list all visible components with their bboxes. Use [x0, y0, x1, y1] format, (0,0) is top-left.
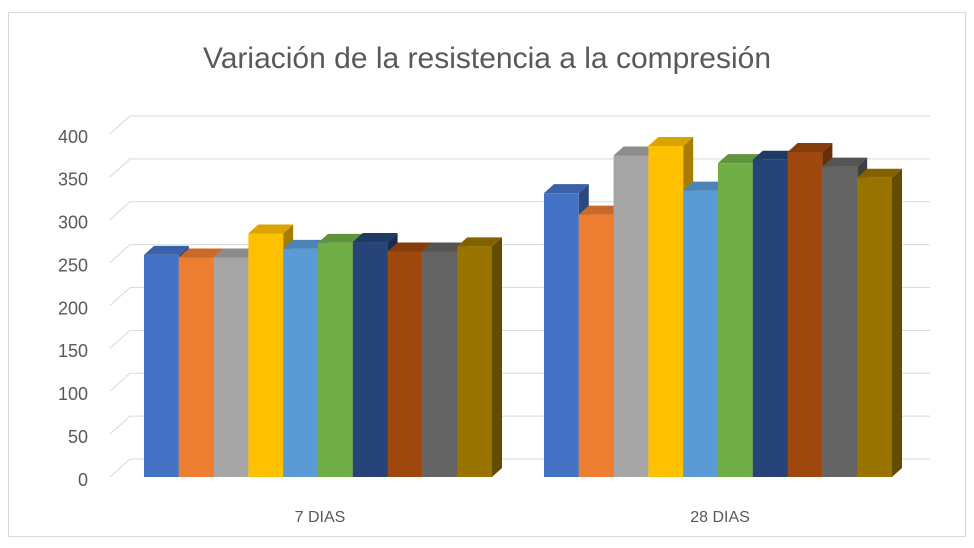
bar-front [544, 193, 579, 478]
bar-top [683, 181, 728, 191]
bar-front [213, 257, 249, 477]
y-tick-label: 100 [58, 384, 88, 404]
bar-front [387, 251, 423, 477]
bar-top [648, 137, 694, 147]
bar-front [318, 242, 353, 477]
y-tick-label: 350 [58, 170, 88, 190]
y-tick-label: 300 [58, 213, 88, 233]
bar-front [752, 159, 788, 477]
y-tick-label: 150 [58, 341, 88, 361]
bar-front [683, 190, 718, 477]
bar-top [318, 233, 363, 243]
bar-front [718, 163, 753, 477]
bar-top [387, 242, 433, 252]
bar-front [422, 251, 458, 477]
bar-top [718, 154, 763, 164]
bar-top [544, 184, 589, 194]
bar-top [822, 157, 868, 167]
x-tick-label: 28 DIAS [690, 509, 750, 526]
grid-line [109, 115, 930, 135]
bar-front [457, 246, 492, 477]
y-tick-label: 200 [58, 298, 88, 318]
bar-front [352, 242, 388, 477]
bar-front [578, 214, 614, 478]
bar-top [787, 143, 833, 153]
bar-top [213, 248, 259, 258]
bar-top [857, 168, 902, 178]
bar-top [752, 150, 798, 160]
bar-front [822, 166, 858, 477]
bar-top [178, 248, 224, 258]
bar-front [648, 146, 684, 477]
x-tick-label: 7 DIAS [295, 509, 346, 526]
bar-top [144, 245, 189, 255]
bar-top [352, 233, 398, 243]
bar-top [457, 237, 502, 247]
chart-title: Variación de la resistencia a la compres… [203, 42, 771, 75]
bar-front [857, 177, 892, 478]
y-tick-label: 50 [68, 427, 88, 447]
bar-side [492, 237, 502, 477]
bar-front [613, 155, 649, 477]
bar-front [283, 248, 318, 477]
bar-top [578, 205, 624, 215]
bar-top [422, 242, 468, 252]
bar-top [613, 146, 659, 156]
bar-top [248, 224, 294, 234]
y-tick-label: 250 [58, 255, 88, 275]
bar-front [787, 152, 823, 477]
bar-front [144, 254, 179, 477]
bar [857, 168, 902, 478]
y-tick-label: 0 [78, 470, 88, 490]
y-tick-label: 400 [58, 127, 88, 147]
bar-top [283, 239, 328, 249]
bar-front [248, 233, 284, 477]
bar [457, 237, 502, 477]
bar-front [178, 257, 214, 477]
bar-side [892, 168, 902, 478]
